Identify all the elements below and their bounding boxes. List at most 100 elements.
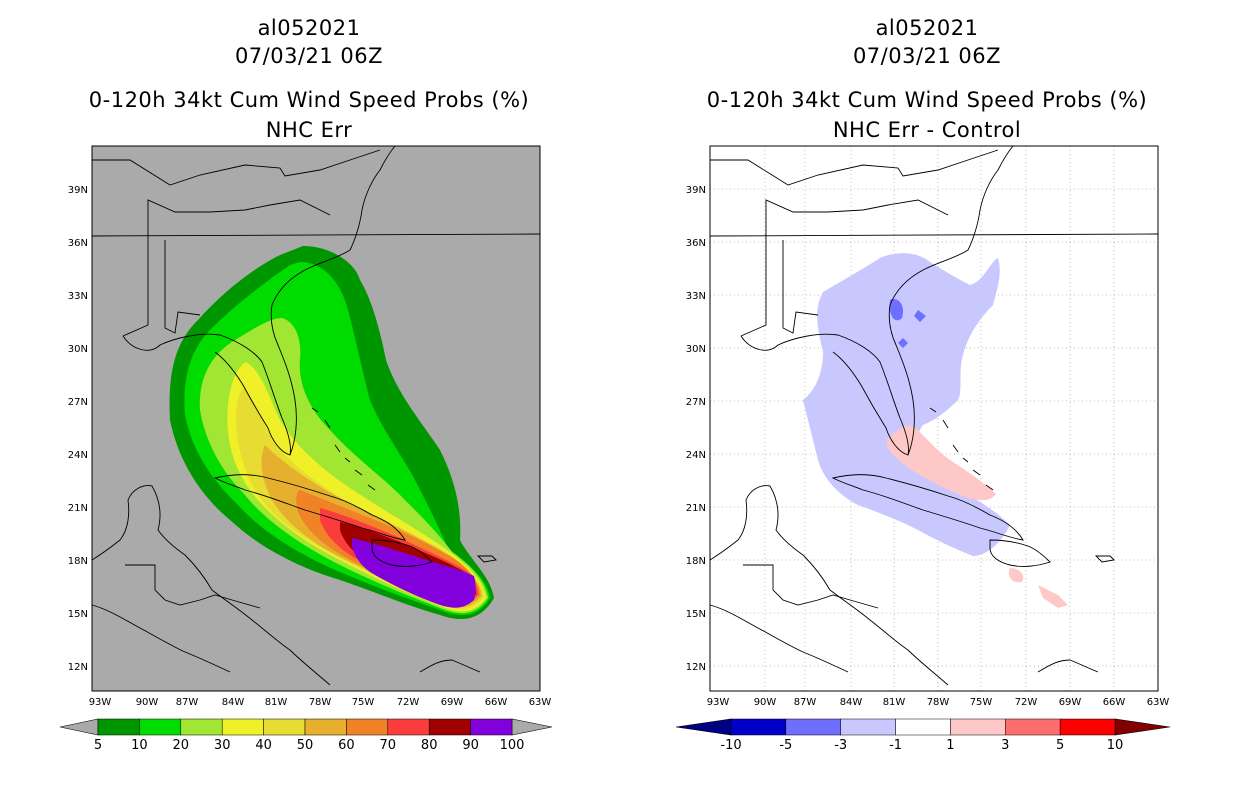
colorbar-cell (730, 718, 787, 736)
plot-title: 0-120h 34kt Cum Wind Speed Probs (%) (706, 88, 1148, 112)
diff-negative-mid (889, 299, 926, 348)
lon-label: 84W (222, 697, 245, 708)
colorbar-cell (895, 718, 951, 736)
colorbar-cell (840, 718, 896, 736)
colorbar-arrow-low (59, 718, 99, 736)
storm-id-label: al052021 (875, 16, 979, 40)
lon-label: 81W (883, 697, 906, 708)
lon-label: 72W (397, 697, 420, 708)
map-svg-left: 39N 36N 33N 30N 27N 24N 21N 18N 15N 12N … (59, 145, 553, 753)
colorbar-cell (387, 718, 430, 736)
colorbar-label: 30 (214, 738, 231, 753)
colorbar-label: 5 (1056, 738, 1064, 753)
lat-label: 12N (68, 662, 88, 673)
colorbar-label: 100 (500, 738, 525, 753)
probability-swath (169, 246, 494, 620)
lat-label: 39N (68, 185, 88, 196)
lon-label: 75W (352, 697, 375, 708)
lat-label: 30N (68, 344, 88, 355)
colorbar-cell (428, 718, 471, 736)
lon-label: 90W (136, 697, 159, 708)
colorbar-label: 50 (297, 738, 314, 753)
lat-label: 21N (68, 503, 88, 514)
lat-label: 30N (686, 344, 706, 355)
colorbar-label: 20 (173, 738, 190, 753)
lat-label: 27N (68, 397, 88, 408)
lat-label: 33N (68, 291, 88, 302)
colorbar-label: 70 (380, 738, 397, 753)
lon-label: 66W (1103, 697, 1126, 708)
colorbar-cell (470, 718, 513, 736)
colorbar-label: 80 (421, 738, 438, 753)
lon-label: 69W (441, 697, 464, 708)
colorbar-label: 90 (462, 738, 479, 753)
lat-label: 18N (686, 556, 706, 567)
colorbar-label: 40 (255, 738, 272, 753)
lat-label: 15N (686, 609, 706, 620)
colorbar-arrow-high (1114, 718, 1171, 736)
lon-axis: 93W 90W 87W 84W 81W 78W 75W 72W 69W 66W … (707, 697, 1170, 708)
colorbar-cell (346, 718, 389, 736)
date-label: 07/03/21 06Z (852, 44, 1002, 68)
colorbar-cell (785, 718, 841, 736)
lon-label: 72W (1015, 697, 1038, 708)
colorbar-cell (221, 718, 264, 736)
lat-label: 21N (686, 503, 706, 514)
colorbar-right: -10 -5 -3 -1 1 3 5 10 (675, 718, 1171, 753)
map-border (709, 145, 1159, 692)
lon-label: 81W (265, 697, 288, 708)
colorbar-cell (1059, 718, 1116, 736)
plot-subtitle: NHC Err - Control (832, 118, 1022, 142)
colorbar-label: -5 (779, 738, 792, 753)
prob-contour-90 (352, 538, 476, 608)
colorbar-label: 60 (338, 738, 355, 753)
lat-label: 24N (686, 450, 706, 461)
lon-label: 63W (529, 697, 552, 708)
date-label: 07/03/21 06Z (234, 44, 384, 68)
lon-label: 84W (840, 697, 863, 708)
lat-label: 33N (686, 291, 706, 302)
lat-label: 24N (68, 450, 88, 461)
colorbar-cell (97, 718, 140, 736)
colorbar-label: 5 (94, 738, 102, 753)
colorbar-label: -3 (834, 738, 847, 753)
difference-field (803, 253, 1068, 608)
lat-label: 36N (68, 238, 88, 249)
plot-title: 0-120h 34kt Cum Wind Speed Probs (%) (88, 88, 530, 112)
colorbar-cell (1005, 718, 1061, 736)
lon-label: 93W (89, 697, 112, 708)
lon-label: 63W (1147, 697, 1170, 708)
lon-label: 66W (485, 697, 508, 708)
lon-label: 87W (794, 697, 817, 708)
diff-negative-light (803, 253, 1010, 556)
coastlines (709, 145, 1159, 686)
coastlines (91, 145, 541, 686)
colorbar-cell (950, 718, 1006, 736)
panel-nhc-err-control: al052021 07/03/21 06Z 0-120h 34kt Cum Wi… (618, 0, 1236, 800)
lat-label: 36N (686, 238, 706, 249)
lat-label: 39N (686, 185, 706, 196)
lon-label: 93W (707, 697, 730, 708)
lon-label: 90W (754, 697, 777, 708)
lon-label: 78W (927, 697, 950, 708)
colorbar-label: 3 (1001, 738, 1009, 753)
colorbar-arrow-low (675, 718, 732, 736)
lon-label: 78W (309, 697, 332, 708)
lon-label: 75W (970, 697, 993, 708)
colorbar-label: -10 (720, 738, 741, 753)
lat-axis: 39N 36N 33N 30N 27N 24N 21N 18N 15N 12N (686, 185, 706, 673)
lon-label: 69W (1059, 697, 1082, 708)
lat-axis: 39N 36N 33N 30N 27N 24N 21N 18N 15N 12N (68, 185, 88, 673)
lat-label: 12N (686, 662, 706, 673)
colorbar-cell (304, 718, 347, 736)
map-svg-right: 39N 36N 33N 30N 27N 24N 21N 18N 15N 12N … (675, 145, 1171, 753)
colorbar-cell (180, 718, 223, 736)
colorbar-label: 1 (946, 738, 954, 753)
lon-label: 87W (176, 697, 199, 708)
colorbar-cell (139, 718, 182, 736)
colorbar-cell (263, 718, 306, 736)
lat-label: 27N (686, 397, 706, 408)
colorbar-arrow-high (511, 718, 553, 736)
lon-axis: 93W 90W 87W 84W 81W 78W 75W 72W 69W 66W … (89, 697, 552, 708)
map-border (91, 145, 541, 692)
